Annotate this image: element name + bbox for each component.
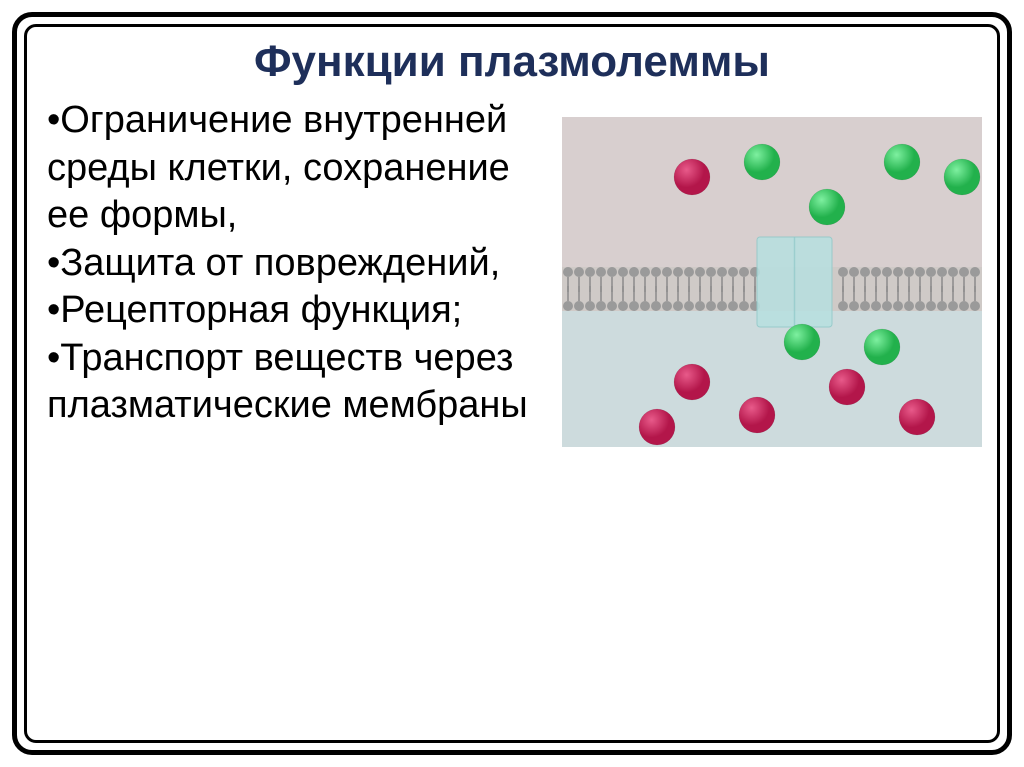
content-row: •Ограничение внутренней среды клетки, со…: [27, 87, 997, 447]
bullet-list: •Ограничение внутренней среды клетки, со…: [47, 97, 557, 447]
diagram-column: [557, 97, 987, 447]
bullet-item: •Транспорт веществ через плазматические …: [47, 335, 547, 430]
membrane-diagram: [562, 117, 982, 447]
bullet-item: •Ограничение внутренней среды клетки, со…: [47, 97, 547, 240]
inner-border: Функции плазмолеммы •Ограничение внутрен…: [24, 24, 1000, 743]
slide: Функции плазмолеммы •Ограничение внутрен…: [0, 0, 1024, 767]
bullet-item: •Рецепторная функция;: [47, 287, 547, 335]
bullet-item: •Защита от повреждений,: [47, 240, 547, 288]
slide-title: Функции плазмолеммы: [27, 37, 997, 87]
